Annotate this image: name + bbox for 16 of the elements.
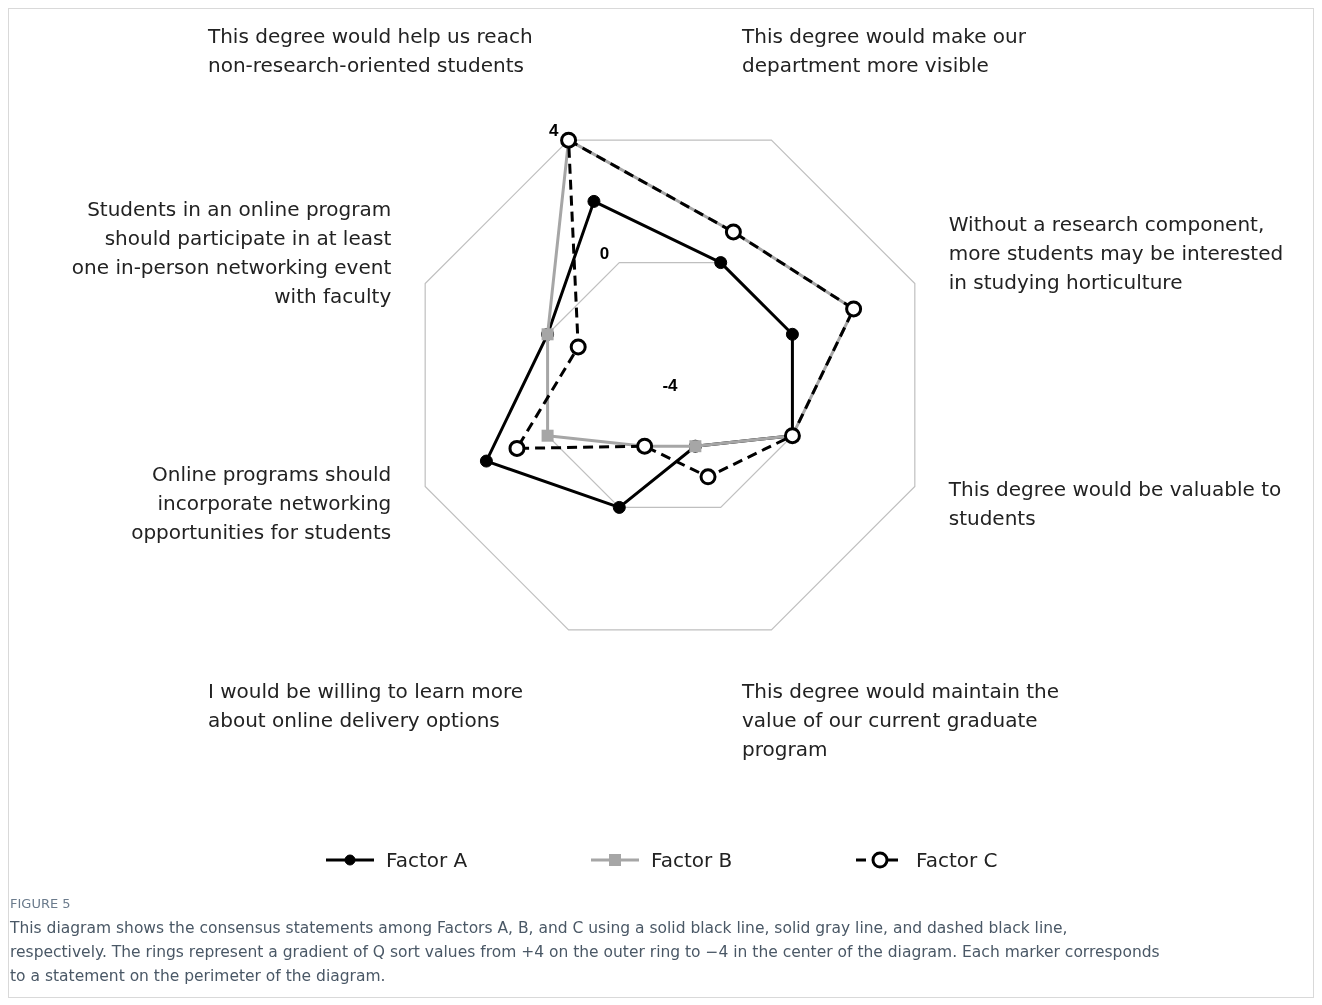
y-tick-label: 4 (549, 121, 560, 141)
text: This diagram shows the consensus statements among Factors A, B, and C using a solid black line, solid gray line, and dashed black line, respectively. The rings represent a gradient of Q sort values from +4 on the outer ring to −4 in the center of the diagram. Each marker corresponds to a statement on the perimeter of the diagram. (9, 919, 1160, 985)
spoke-label: This degree would be valuable to students (947, 476, 1282, 530)
spoke-label: This degree would help us reach non-research-oriented students (206, 24, 533, 78)
spoke-label: This degree would make our department more visible (741, 24, 1027, 78)
spoke-label: Without a research component, more students may be interested in studying horticulture (948, 211, 1284, 294)
spoke-label: I would be willing to learn more about online delivery options (207, 678, 524, 732)
y-tick-label: -4 (662, 376, 679, 395)
legend-label: Factor B (651, 848, 733, 872)
y-tick-label: 0 (599, 243, 610, 263)
legend-label: Factor A (386, 848, 468, 872)
legend-label: Factor C (916, 848, 998, 872)
spoke-label: Students in an online program should participate in at least one in-person networking event with faculty (71, 197, 392, 309)
spoke-label: Online programs should incorporate networking opportunities for students (131, 462, 392, 545)
spoke-label: This degree would maintain the value of our current graduate program (741, 678, 1060, 761)
caption: FIGURE 5 (10, 896, 71, 911)
